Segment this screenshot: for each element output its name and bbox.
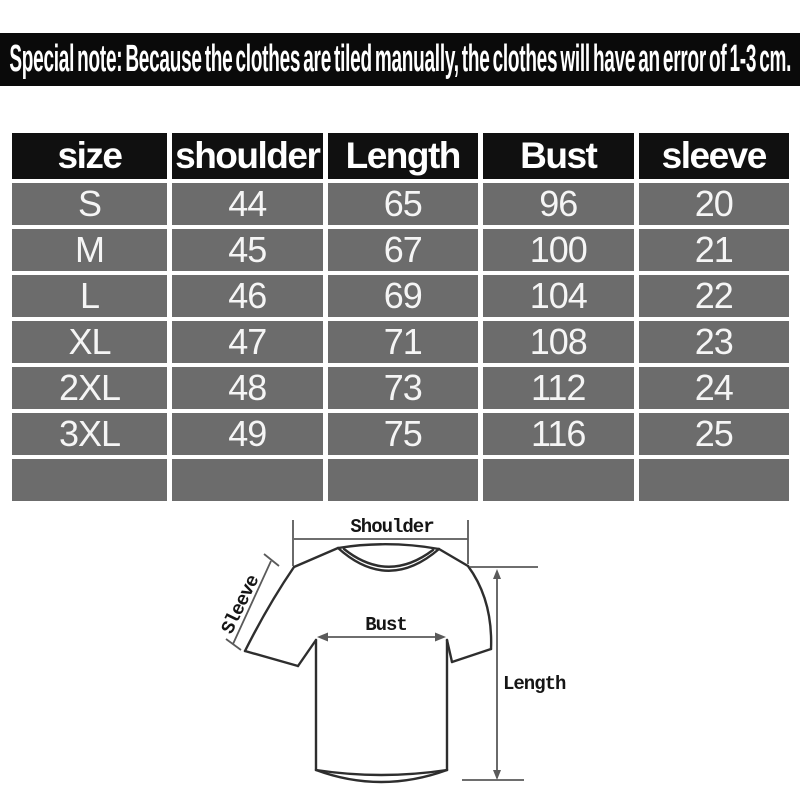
- special-note-text: Special note: Because the clothes are ti…: [9, 38, 791, 80]
- table-cell: [638, 459, 789, 501]
- table-cell: 73: [327, 367, 478, 409]
- table-cell: 116: [483, 413, 634, 455]
- tshirt-diagram: Shoulder Sleeve Bust Length: [217, 516, 567, 784]
- table-cell: S: [12, 183, 167, 225]
- table-cell: M: [12, 229, 167, 271]
- table-cell: 24: [638, 367, 789, 409]
- table-cell: [327, 459, 478, 501]
- table-cell: 3XL: [12, 413, 167, 455]
- header-cell-length: Length: [327, 133, 478, 179]
- table-cell: 71: [327, 321, 478, 363]
- length-measure: [462, 566, 538, 781]
- table-cell: 21: [638, 229, 789, 271]
- table-cell: 49: [172, 413, 323, 455]
- table-cell: 75: [327, 413, 478, 455]
- sleeve-measure: [225, 553, 280, 651]
- table-cell: 48: [172, 367, 323, 409]
- table-cell: [172, 459, 323, 501]
- shoulder-label: Shoulder: [350, 516, 434, 538]
- header-cell-sleeve: sleeve: [638, 133, 789, 179]
- table-cell: 96: [483, 183, 634, 225]
- length-label: Length: [503, 673, 566, 695]
- size-table: size shoulder Length Bust sleeve S 44 65…: [12, 133, 789, 501]
- table-cell: 108: [483, 321, 634, 363]
- table-cell: 46: [172, 275, 323, 317]
- special-note-banner: Special note: Because the clothes are ti…: [0, 33, 800, 86]
- table-cell: [483, 459, 634, 501]
- bust-measure: [317, 632, 446, 642]
- table-cell: 45: [172, 229, 323, 271]
- tshirt-outline: [243, 543, 493, 784]
- table-cell: 23: [638, 321, 789, 363]
- table-cell: 20: [638, 183, 789, 225]
- table-cell: 104: [483, 275, 634, 317]
- table-cell: 65: [327, 183, 478, 225]
- table-cell: 100: [483, 229, 634, 271]
- table-cell: [12, 459, 167, 501]
- header-cell-shoulder: shoulder: [172, 133, 323, 179]
- table-cell: 25: [638, 413, 789, 455]
- header-cell-size: size: [12, 133, 167, 179]
- bust-label: Bust: [365, 614, 407, 636]
- table-cell: 2XL: [12, 367, 167, 409]
- table-cell: XL: [12, 321, 167, 363]
- table-cell: 67: [327, 229, 478, 271]
- table-cell: 112: [483, 367, 634, 409]
- header-cell-bust: Bust: [483, 133, 634, 179]
- table-cell: 47: [172, 321, 323, 363]
- shoulder-measure: [292, 520, 469, 566]
- table-cell: L: [12, 275, 167, 317]
- table-cell: 44: [172, 183, 323, 225]
- table-cell: 22: [638, 275, 789, 317]
- table-cell: 69: [327, 275, 478, 317]
